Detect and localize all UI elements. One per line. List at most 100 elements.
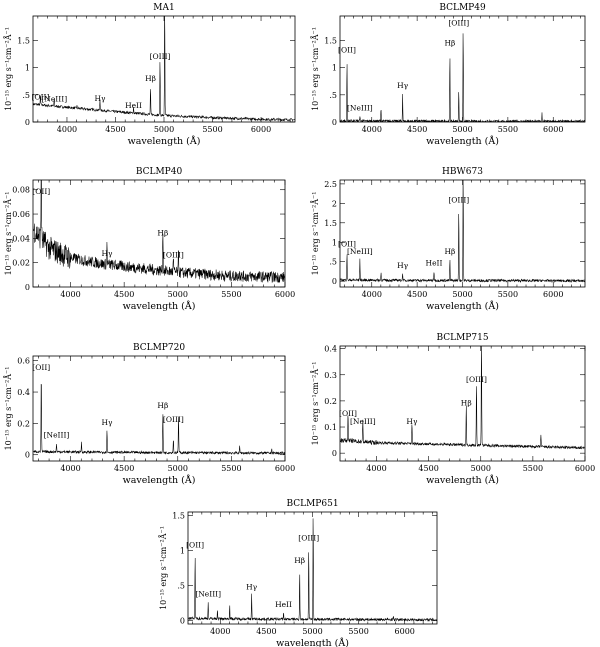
x-tick-label: 6000 xyxy=(395,627,415,636)
x-tick-label: 4500 xyxy=(407,125,427,134)
plot-frame xyxy=(32,179,286,288)
x-tick-label: 5000 xyxy=(154,125,174,134)
y-tick-label: 0 xyxy=(180,617,185,626)
panel-bclmp720: BCLMP720 4000 4500 5000 5500 6000 0 0.2 0.4 0.6 wa… xyxy=(4,343,295,486)
y-tick-label: .5 xyxy=(329,258,337,267)
x-tick-label: 4000 xyxy=(362,290,382,299)
panel-title: MA1 xyxy=(153,3,174,13)
line-annotation: Hγ xyxy=(397,81,409,90)
line-annotation: [OIII] xyxy=(466,375,487,384)
line-annotation: [OIII] xyxy=(448,195,469,204)
y-tick-label: 0 xyxy=(25,118,30,127)
line-annotation: Hγ xyxy=(397,261,409,270)
line-annotation: HeII xyxy=(125,101,142,110)
spectrum-line xyxy=(33,180,285,283)
line-annotation: [NeIII] xyxy=(347,247,373,256)
x-tick-label: 5500 xyxy=(523,464,543,473)
y-tick-label: 0.02 xyxy=(12,259,30,268)
line-annotation: [NeIII] xyxy=(350,417,376,426)
x-tick-label: 4000 xyxy=(57,125,77,134)
y-axis-label: 10⁻¹⁵ erg s⁻¹cm⁻²Å⁻¹ xyxy=(4,367,13,451)
line-annotation: Hγ xyxy=(101,418,113,427)
x-tick-label: 6000 xyxy=(275,290,295,299)
x-tick-label: 4500 xyxy=(114,290,134,299)
panel-bclmp40: BCLMP40 4000 4500 5000 5500 6000 0 0.02 0.04 0.06… xyxy=(4,167,295,312)
line-annotation: HeII xyxy=(426,258,443,267)
line-annotation: [NeIII] xyxy=(44,431,70,440)
panel-title: BCLMP715 xyxy=(436,333,488,343)
y-tick-label: 1 xyxy=(332,238,337,247)
line-annotation: Hγ xyxy=(246,583,258,592)
x-tick-label: 4500 xyxy=(407,290,427,299)
y-tick-label: 0.2 xyxy=(324,397,337,406)
spectrum-line xyxy=(33,16,295,122)
spectrum-line xyxy=(188,518,437,622)
y-tick-label: 1.5 xyxy=(324,219,337,228)
y-tick-label: 0.3 xyxy=(324,371,337,380)
y-tick-label: 1.5 xyxy=(172,512,185,521)
line-annotation: HeII xyxy=(275,600,292,609)
line-annotation: [OII] xyxy=(186,541,204,550)
x-tick-label: 4500 xyxy=(114,464,134,473)
line-annotation: Hβ xyxy=(444,39,455,48)
x-axis-label: wavelength (Å) xyxy=(426,135,499,147)
x-tick-label: 5000 xyxy=(471,464,491,473)
spectrum-line xyxy=(340,180,585,283)
y-tick-label: 0 xyxy=(25,283,30,292)
x-tick-label: 4000 xyxy=(210,627,230,636)
spectrum-line xyxy=(340,33,585,122)
y-axis-label: 10⁻¹⁵ erg s⁻¹cm⁻²Å⁻¹ xyxy=(159,526,168,610)
x-tick-label: 5000 xyxy=(452,125,472,134)
y-axis-label: 10⁻¹⁵ erg s⁻¹cm⁻²Å⁻¹ xyxy=(311,192,320,276)
x-tick-label: 4500 xyxy=(256,627,276,636)
line-annotation: [OII] xyxy=(32,92,50,101)
panel-title: HBW673 xyxy=(442,167,483,177)
panel-ma1: MA1 4000 4500 5000 5500 6000 0 .5 1 1.5 wavelength… xyxy=(4,3,296,147)
y-tick-label: 0 xyxy=(25,451,30,460)
spectrum-line xyxy=(340,346,585,450)
x-tick-label: 5500 xyxy=(221,290,241,299)
y-tick-label: 1.5 xyxy=(17,36,30,45)
line-annotation: Hβ xyxy=(444,247,455,256)
y-tick-label: 0.2 xyxy=(17,419,30,428)
y-tick-label: .5 xyxy=(22,91,30,100)
y-tick-label: 0 xyxy=(332,118,337,127)
line-annotation: Hβ xyxy=(461,399,472,408)
x-tick-label: 6000 xyxy=(275,464,295,473)
y-tick-label: 0.06 xyxy=(12,210,30,219)
x-axis-label: wavelength (Å) xyxy=(123,474,196,486)
panel-bclmp651: BCLMP651 4000 4500 5000 5500 6000 0 .5 1 1.5 wavel… xyxy=(159,499,438,647)
line-annotation: [OIII] xyxy=(163,415,184,424)
line-annotation: [OII] xyxy=(32,187,50,196)
x-tick-label: 5000 xyxy=(452,290,472,299)
line-annotation: [OII] xyxy=(338,239,356,248)
y-tick-label: 0.4 xyxy=(324,345,337,354)
y-tick-label: 2.5 xyxy=(324,180,337,189)
x-tick-label: 4000 xyxy=(60,464,80,473)
line-annotation: Hγ xyxy=(94,94,106,103)
x-tick-label: 5500 xyxy=(498,290,518,299)
y-tick-label: .5 xyxy=(329,91,337,100)
y-tick-label: 1.5 xyxy=(324,36,337,45)
y-tick-label: 2 xyxy=(332,199,337,208)
y-tick-label: 0.4 xyxy=(17,388,30,397)
panel-title: BCLMP49 xyxy=(439,3,486,13)
x-tick-label: 6000 xyxy=(543,125,563,134)
x-axis-label: wavelength (Å) xyxy=(426,474,499,486)
line-annotation: Hβ xyxy=(145,74,156,83)
y-axis-label: 10⁻¹⁵ erg s⁻¹cm⁻²Å⁻¹ xyxy=(4,192,13,276)
x-tick-label: 4000 xyxy=(362,125,382,134)
y-tick-label: 0.6 xyxy=(17,357,30,366)
x-tick-label: 6000 xyxy=(543,290,563,299)
line-annotation: Hγ xyxy=(101,249,113,258)
line-annotation: [OIII] xyxy=(448,19,469,28)
y-tick-label: 1 xyxy=(25,64,30,73)
y-tick-label: 1 xyxy=(180,547,185,556)
x-tick-label: 5500 xyxy=(348,627,368,636)
x-tick-label: 5500 xyxy=(202,125,222,134)
x-tick-label: 4500 xyxy=(105,125,125,134)
line-annotation: [OIII] xyxy=(298,534,319,543)
panel-bclmp49: BCLMP49 4000 4500 5000 5500 6000 0 .5 1 1.5 wavele… xyxy=(311,3,586,147)
line-annotation: Hγ xyxy=(406,417,418,426)
